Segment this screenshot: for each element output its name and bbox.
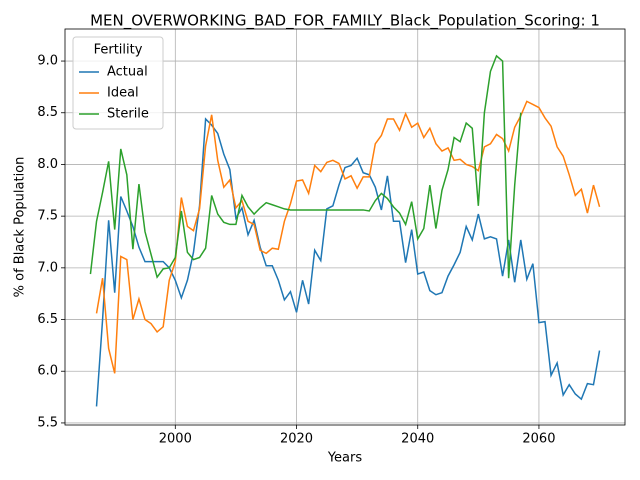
- data-line: [95, 100, 601, 374]
- y-tick-label: 5.5: [37, 415, 58, 430]
- y-tick-label: 9.0: [37, 54, 58, 69]
- legend-title: Fertility: [94, 43, 143, 58]
- legend-label: Actual: [107, 65, 148, 80]
- y-tick-label: 8.5: [37, 105, 58, 120]
- y-axis-label: % of Black Population: [13, 157, 28, 298]
- data-line: [89, 54, 522, 279]
- y-tick-label: 6.0: [37, 364, 58, 379]
- x-tick-label: 2000: [159, 432, 192, 447]
- x-tick-label: 2040: [401, 432, 434, 447]
- x-tick-label: 2060: [522, 432, 555, 447]
- y-tick-label: 8.0: [37, 157, 58, 172]
- x-axis-label: Years: [327, 451, 363, 466]
- y-tick-label: 7.0: [37, 260, 58, 275]
- data-line: [95, 117, 601, 407]
- x-tick-label: 2020: [280, 432, 313, 447]
- y-tick-label: 6.5: [37, 312, 58, 327]
- y-tick-label: 7.5: [37, 209, 58, 224]
- plot-frame: [64, 28, 626, 426]
- chart-title: MEN_OVERWORKING_BAD_FOR_FAMILY_Black_Pop…: [90, 12, 600, 31]
- legend-label: Sterile: [107, 107, 149, 122]
- legend-box: [72, 36, 164, 130]
- legend-label: Ideal: [107, 86, 139, 101]
